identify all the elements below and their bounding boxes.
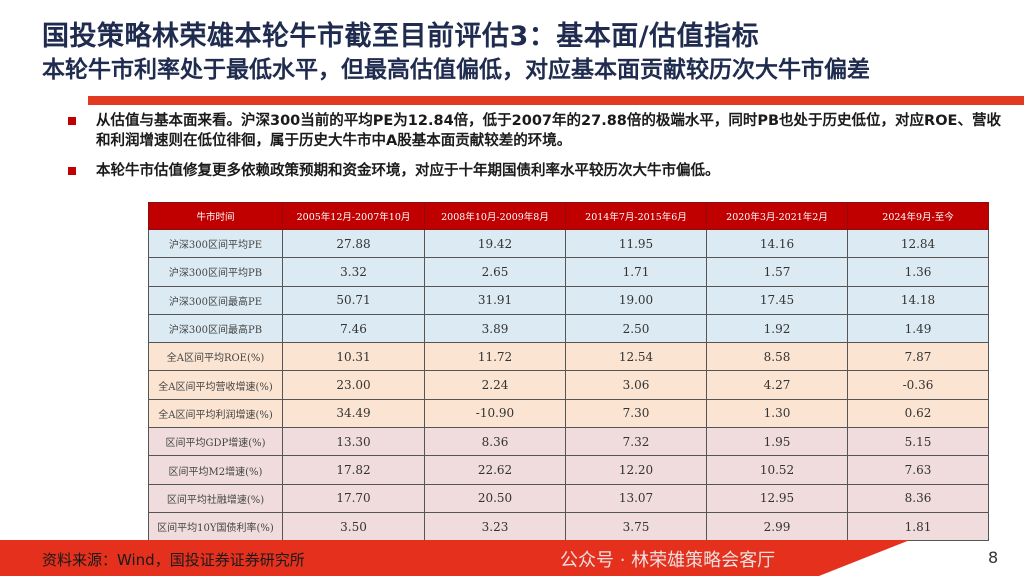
table-cell: 12.84	[847, 228, 989, 259]
table-cell: 3.32	[282, 257, 425, 287]
table-cell: 7.30	[565, 398, 707, 429]
bull-market-table: 牛市时间 2005年12月-2007年10月 2008年10月-2009年8月 201…	[148, 202, 989, 542]
table-row: 全A区间平均营收增速(%) 23.00 2.24 3.06 4.27 -0.36	[148, 370, 989, 400]
row-label: 区间平均社融增速(%)	[148, 483, 283, 513]
table-cell: 31.91	[424, 285, 566, 315]
table-cell: 5.15	[847, 427, 989, 457]
table-cell: 7.32	[565, 427, 707, 457]
table-cell: 4.27	[706, 370, 848, 400]
source-note: 资料来源：Wind，国投证券证券研究所	[42, 551, 305, 569]
table-cell: 34.49	[282, 398, 425, 429]
column-header: 2020年3月-2021年2月	[706, 202, 848, 230]
row-label: 全A区间平均ROE(%)	[148, 342, 283, 372]
column-header: 2024年9月-至今	[847, 202, 989, 230]
table-cell: 17.70	[282, 483, 425, 513]
table-cell: 1.95	[706, 427, 848, 457]
row-label: 沪深300区间平均PE	[148, 228, 283, 259]
table-row: 全A区间平均ROE(%) 10.31 11.72 12.54 8.58 7.87	[148, 342, 989, 372]
table-row: 沪深300区间平均PB 3.32 2.65 1.71 1.57 1.36	[148, 257, 989, 287]
table-cell: 1.30	[706, 398, 848, 429]
row-label: 区间平均10Y国债利率(%)	[148, 511, 283, 542]
watermark: 公众号 · 林荣雄策略会客厅	[560, 550, 776, 571]
table-cell: 2.50	[565, 313, 707, 344]
page-title: 国投策略林荣雄本轮牛市截至目前评估3：基本面/估值指标	[42, 21, 760, 52]
column-header: 2008年10月-2009年8月	[424, 202, 566, 230]
table-row: 沪深300区间最高PB 7.46 3.89 2.50 1.92 1.49	[148, 313, 989, 344]
table-cell: 14.18	[847, 285, 989, 315]
table-cell: 2.65	[424, 257, 566, 287]
table-cell: -10.90	[424, 398, 566, 429]
bullet-2: 本轮牛市估值修复更多依赖政策预期和资金环境，对应于十年期国债利率水平较历次大牛市…	[68, 161, 1008, 181]
row-label: 区间平均GDP增速(%)	[148, 427, 283, 457]
table-cell: 1.81	[847, 511, 989, 542]
table-cell: 1.49	[847, 313, 989, 344]
table-row: 区间平均社融增速(%) 17.70 20.50 13.07 12.95 8.36	[148, 483, 989, 513]
table-cell: 12.54	[565, 342, 707, 372]
table-cell: 22.62	[424, 455, 566, 485]
table-cell: 0.62	[847, 398, 989, 429]
table-cell: 17.82	[282, 455, 425, 485]
table-cell: 7.46	[282, 313, 425, 344]
row-label: 沪深300区间平均PB	[148, 257, 283, 287]
table-cell: 20.50	[424, 483, 566, 513]
table-cell: 27.88	[282, 228, 425, 259]
table-cell: 3.75	[565, 511, 707, 542]
column-header: 牛市时间	[148, 202, 283, 230]
bullet-text: 本轮牛市估值修复更多依赖政策预期和资金环境，对应于十年期国债利率水平较历次大牛市…	[96, 163, 720, 179]
table-cell: -0.36	[847, 370, 989, 400]
table-cell: 13.07	[565, 483, 707, 513]
row-label: 区间平均M2增速(%)	[148, 455, 283, 485]
bullet-text: 从估值与基本面来看。沪深300当前的平均PE为12.84倍，低于2007年的27…	[96, 113, 1001, 149]
table-cell: 19.42	[424, 228, 566, 259]
table-cell: 11.95	[565, 228, 707, 259]
table-cell: 3.23	[424, 511, 566, 542]
table-cell: 13.30	[282, 427, 425, 457]
bullet-square-icon	[68, 167, 76, 175]
table-cell: 1.92	[706, 313, 848, 344]
page-number: 8	[988, 548, 999, 567]
row-label: 沪深300区间最高PB	[148, 313, 283, 344]
table-cell: 1.36	[847, 257, 989, 287]
bullet-1: 从估值与基本面来看。沪深300当前的平均PE为12.84倍，低于2007年的27…	[68, 111, 1008, 151]
table-cell: 7.63	[847, 455, 989, 485]
page-subtitle: 本轮牛市利率处于最低水平，但最高估值偏低，对应基本面贡献较历次大牛市偏差	[42, 57, 870, 83]
table-cell: 10.31	[282, 342, 425, 372]
table-row: 区间平均M2增速(%) 17.82 22.62 12.20 10.52 7.63	[148, 455, 989, 485]
table-cell: 8.36	[424, 427, 566, 457]
table-cell: 1.71	[565, 257, 707, 287]
row-label: 全A区间平均利润增速(%)	[148, 398, 283, 429]
table-row: 沪深300区间平均PE 27.88 19.42 11.95 14.16 12.84	[148, 228, 989, 259]
table-cell: 19.00	[565, 285, 707, 315]
table-cell: 2.24	[424, 370, 566, 400]
table-cell: 1.57	[706, 257, 848, 287]
table-row: 沪深300区间最高PE 50.71 31.91 19.00 17.45 14.18	[148, 285, 989, 315]
row-label: 全A区间平均营收增速(%)	[148, 370, 283, 400]
bullet-square-icon	[68, 117, 76, 125]
table-cell: 2.99	[706, 511, 848, 542]
table-cell: 17.45	[706, 285, 848, 315]
table-cell: 3.50	[282, 511, 425, 542]
table-cell: 8.58	[706, 342, 848, 372]
table-cell: 23.00	[282, 370, 425, 400]
table-cell: 12.20	[565, 455, 707, 485]
table-row: 区间平均GDP增速(%) 13.30 8.36 7.32 1.95 5.15	[148, 427, 989, 457]
table-cell: 10.52	[706, 455, 848, 485]
table-cell: 8.36	[847, 483, 989, 513]
bullet-list: 从估值与基本面来看。沪深300当前的平均PE为12.84倍，低于2007年的27…	[68, 111, 1008, 181]
column-header: 2014年7月-2015年6月	[565, 202, 707, 230]
table-row: 区间平均10Y国债利率(%) 3.50 3.23 3.75 2.99 1.81	[148, 511, 989, 542]
title-divider	[88, 96, 1024, 105]
table-cell: 3.06	[565, 370, 707, 400]
table-cell: 14.16	[706, 228, 848, 259]
table-cell: 3.89	[424, 313, 566, 344]
table-cell: 11.72	[424, 342, 566, 372]
column-header: 2005年12月-2007年10月	[282, 202, 425, 230]
table-header: 牛市时间 2005年12月-2007年10月 2008年10月-2009年8月 201…	[148, 202, 989, 230]
row-label: 沪深300区间最高PE	[148, 285, 283, 315]
table-cell: 50.71	[282, 285, 425, 315]
table-cell: 7.87	[847, 342, 989, 372]
table-cell: 12.95	[706, 483, 848, 513]
table-row: 全A区间平均利润增速(%) 34.49 -10.90 7.30 1.30 0.62	[148, 398, 989, 429]
footer-band	[0, 540, 910, 576]
